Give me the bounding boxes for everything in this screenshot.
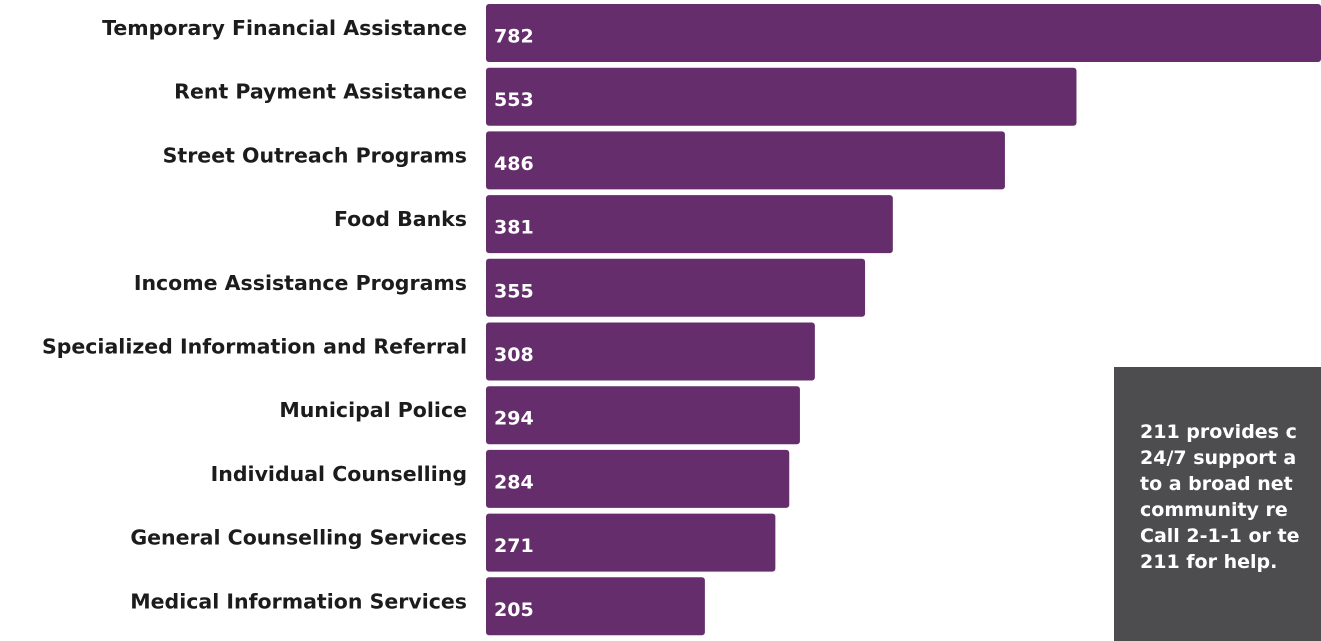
bar-row: Municipal Police 294 — [279, 386, 800, 445]
bar — [486, 577, 705, 636]
bar — [486, 449, 790, 508]
value-label: 355 — [494, 280, 534, 302]
category-label: General Counselling Services — [130, 526, 467, 550]
value-label: 782 — [494, 26, 534, 48]
info-box: 211 provides c 24/7 support a to a broad… — [1114, 367, 1321, 641]
category-label: Individual Counselling — [211, 462, 467, 486]
bar — [486, 513, 776, 572]
category-label: Medical Information Services — [130, 589, 467, 613]
category-label: Specialized Information and Referral — [42, 335, 467, 359]
value-label: 294 — [494, 408, 534, 430]
bar — [486, 67, 1077, 126]
category-label: Street Outreach Programs — [163, 143, 467, 167]
bar-row: Temporary Financial Assistance 782 — [102, 4, 1321, 62]
category-label: Municipal Police — [279, 398, 467, 422]
bar — [486, 322, 815, 381]
value-label: 553 — [494, 89, 534, 111]
bar-row: Income Assistance Programs 355 — [134, 258, 866, 317]
value-label: 284 — [494, 471, 534, 493]
value-label: 205 — [494, 599, 534, 621]
category-label: Rent Payment Assistance — [174, 80, 467, 104]
bar — [486, 131, 1005, 190]
bar — [486, 386, 800, 445]
bar-row: Specialized Information and Referral 308 — [42, 322, 815, 381]
bar — [486, 258, 866, 317]
value-label: 308 — [494, 344, 534, 366]
info-box-text: 211 provides c 24/7 support a to a broad… — [1140, 421, 1300, 573]
bar-row: Food Banks 381 — [334, 195, 893, 254]
bar-row: Medical Information Services 205 — [130, 577, 705, 636]
bar-row: Rent Payment Assistance 553 — [174, 67, 1077, 126]
bar-row: General Counselling Services 271 — [130, 513, 776, 572]
category-label: Food Banks — [334, 207, 467, 231]
category-label: Income Assistance Programs — [134, 271, 467, 295]
value-label: 381 — [494, 217, 534, 239]
bar — [486, 4, 1321, 62]
bar-row: Individual Counselling 284 — [211, 449, 790, 508]
category-label: Temporary Financial Assistance — [102, 16, 467, 40]
value-label: 271 — [494, 535, 534, 557]
bar — [486, 195, 893, 254]
value-label: 486 — [494, 153, 534, 175]
bar-row: Street Outreach Programs 486 — [163, 131, 1005, 190]
